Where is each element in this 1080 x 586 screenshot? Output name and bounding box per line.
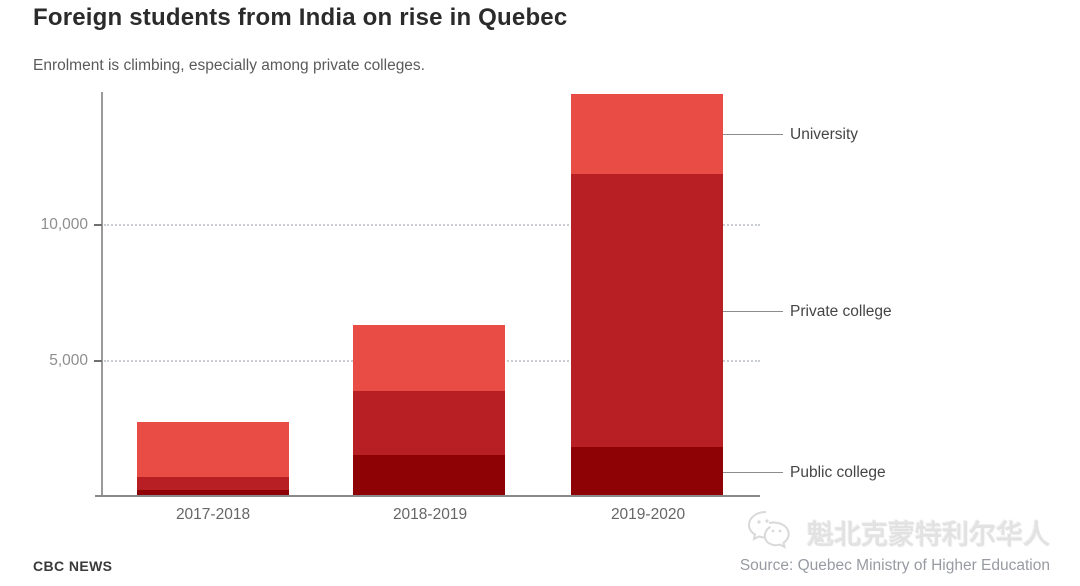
- bar-segment-2018-2019-public-college: [353, 454, 505, 495]
- bar-segment-2019-2020-university: [571, 93, 723, 174]
- source-credit: Source: Quebec Ministry of Higher Educat…: [739, 557, 1050, 574]
- watermark: 魁北克蒙特利尔华人: [745, 509, 1050, 556]
- wechat-icon: [745, 509, 801, 556]
- annotation-line-private-college: [723, 311, 783, 312]
- y-tick-label-10000: 10,000: [40, 216, 88, 233]
- page-title: Foreign students from India on rise in Q…: [33, 4, 568, 31]
- annotation-label-private-college: Private college: [790, 303, 892, 320]
- annotation-line-university: [723, 134, 783, 135]
- page-subtitle: Enrolment is climbing, especially among …: [33, 57, 425, 74]
- x-tick-label-2018-2019: 2018-2019: [392, 506, 468, 523]
- bar-segment-2018-2019-private-college: [353, 390, 505, 455]
- gridline-10000: [104, 224, 760, 226]
- cbc-news-logo: CBC NEWS: [33, 558, 113, 574]
- watermark-text: 魁北克蒙特利尔华人: [807, 520, 1050, 551]
- y-tick-5000: [94, 360, 102, 362]
- x-axis-line: [95, 495, 760, 497]
- x-tick-label-2017-2018: 2017-2018: [175, 506, 251, 523]
- bar-segment-2018-2019-university: [353, 325, 505, 391]
- bar-segment-2019-2020-public-college: [571, 447, 723, 495]
- annotation-label-public-college: Public college: [790, 464, 886, 481]
- y-tick-label-5000: 5,000: [49, 352, 88, 369]
- y-axis-line: [101, 92, 103, 496]
- annotation-label-university: University: [790, 126, 859, 143]
- bar-segment-2017-2018-private-college: [137, 477, 289, 490]
- bar-segment-2017-2018-public-college: [137, 489, 289, 495]
- bar-segment-2019-2020-private-college: [571, 173, 723, 448]
- bar-segment-2017-2018-university: [137, 421, 289, 478]
- annotation-line-public-college: [723, 472, 783, 473]
- x-tick-label-2019-2020: 2019-2020: [610, 506, 686, 523]
- y-tick-10000: [94, 224, 102, 226]
